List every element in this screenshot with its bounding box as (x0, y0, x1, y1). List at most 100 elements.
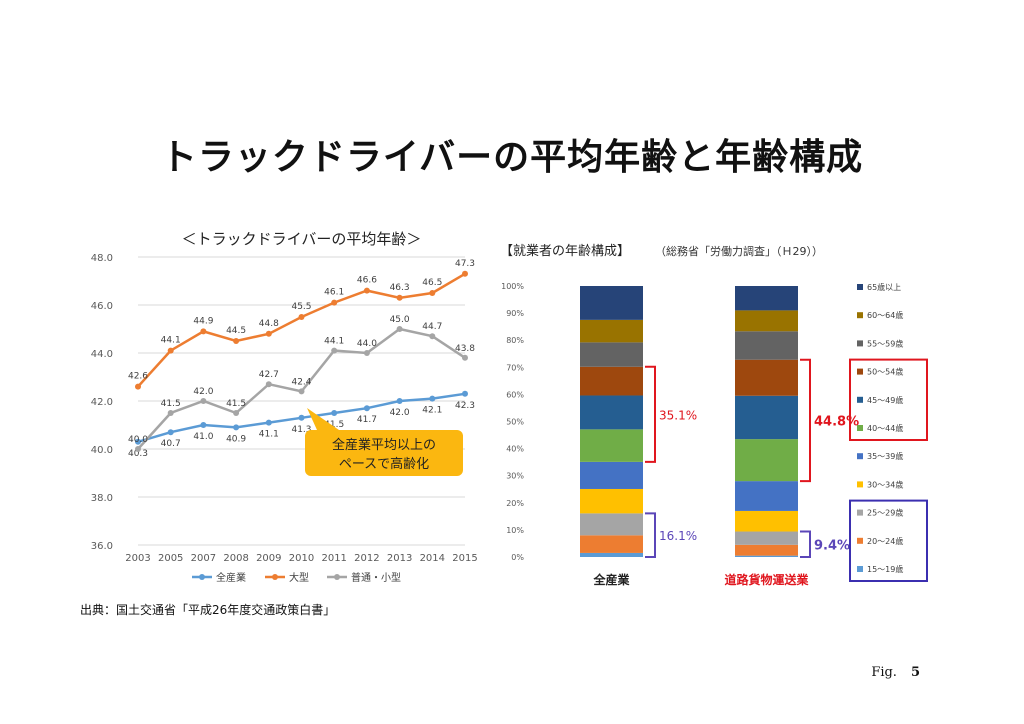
data-label: 41.5 (161, 399, 181, 409)
bar-segment-45～49歳 (735, 395, 798, 440)
stacked-bar-chart: 【就業者の年齢構成】 （総務省「労働力調査」（Ｈ29）） 0% 10% 20% 30% 40… (500, 243, 928, 587)
data-label: 42.1 (422, 406, 442, 416)
legend-label: 20～24歳 (867, 536, 903, 546)
x-tick-label: 2003 (125, 553, 150, 564)
data-point (298, 388, 305, 395)
bracket-label: 9.4% (814, 538, 850, 553)
data-label: 42.3 (455, 401, 475, 411)
fig-prefix: Fig. (871, 665, 897, 680)
y-tick-label: 0% (511, 553, 524, 562)
data-point (200, 398, 207, 404)
data-label: 43.8 (455, 344, 475, 354)
bar-segment-55～59歳 (735, 331, 798, 360)
legend-swatch (857, 368, 863, 375)
y-tick-label: 44.0 (91, 349, 113, 360)
legend-swatch (857, 312, 863, 319)
y-tick-label: 40% (506, 445, 524, 454)
data-point (265, 330, 272, 337)
legend-label: 40～44歳 (867, 423, 903, 433)
y-tick-label: 48.0 (91, 253, 113, 264)
callout-line-1: 全産業平均以上の (332, 437, 436, 453)
legend-label: 60～64歳 (867, 310, 903, 320)
bar-segment-30～34歳 (580, 488, 643, 514)
bar-segment-25～29歳 (580, 513, 643, 536)
bar-segment-35～39歳 (580, 461, 643, 489)
y-tick-label: 46.0 (91, 301, 113, 312)
legend-marker (199, 574, 205, 580)
legend-highlight-box (849, 499, 928, 583)
data-label: 40.7 (161, 439, 181, 449)
x-tick-label: 2013 (387, 553, 412, 564)
data-point (233, 410, 240, 416)
bracket (800, 358, 811, 483)
bar-segment-40～44歳 (735, 439, 798, 482)
line-chart: ＜トラックドライバーの平均年齢＞ 36.0 38.0 40.0 42.0 44.0 46.0… (80, 230, 478, 617)
bracket (645, 512, 656, 558)
legend-swatch (857, 340, 863, 347)
data-label: 40.9 (226, 434, 246, 444)
legend-label: 25～29歳 (867, 508, 903, 518)
legend-label: 35～39歳 (867, 451, 903, 461)
y-tick-label: 50% (506, 418, 524, 427)
bar-segment-60～64歳 (580, 319, 643, 343)
legend-swatch (857, 425, 863, 431)
data-point (462, 354, 468, 361)
source-note: 出典：国土交通省「平成26年度交通政策白書」 (80, 602, 335, 617)
data-point (200, 422, 207, 428)
data-point (363, 287, 370, 294)
data-point (233, 424, 240, 431)
x-tick-label: 2009 (256, 553, 281, 564)
bar-segment-15～19歳 (735, 555, 798, 557)
data-label: 46.1 (324, 288, 344, 298)
bar-segment-30～34歳 (735, 510, 798, 532)
bar-segment-20～24歳 (735, 544, 798, 556)
data-label: 46.3 (390, 283, 410, 293)
legend-highlight-box (849, 358, 928, 442)
bracket (645, 365, 656, 463)
legend-swatch (857, 509, 863, 516)
data-point (233, 338, 240, 344)
x-tick-label: 2014 (420, 553, 445, 564)
data-point (135, 438, 141, 445)
x-tick-label: 2015 (452, 553, 477, 564)
legend-swatch (857, 284, 863, 290)
bar-chart-title: 【就業者の年齢構成】 (500, 243, 630, 259)
x-tick-label: 2012 (354, 553, 379, 564)
data-point (135, 446, 141, 452)
legend-label: 大型 (289, 571, 309, 584)
legend-swatch (857, 537, 863, 544)
data-point (135, 383, 141, 390)
data-label: 41.3 (291, 425, 311, 435)
data-label: 44.9 (193, 316, 213, 326)
data-label: 44.0 (357, 339, 377, 349)
data-point (462, 390, 468, 397)
data-point (429, 290, 436, 296)
data-point (396, 294, 403, 301)
bar-segment-50～54歳 (735, 359, 798, 396)
legend-label: 30～34歳 (867, 479, 903, 489)
x-tick-label: 2010 (289, 553, 314, 564)
y-tick-label: 70% (506, 363, 524, 372)
legend-label: 全産業 (216, 571, 246, 584)
data-label: 44.8 (259, 319, 279, 329)
y-tick-label: 36.0 (91, 541, 113, 552)
x-tick-label: 2007 (191, 553, 216, 564)
legend-label: 65歳以上 (867, 282, 901, 292)
data-label: 41.5 (324, 420, 344, 430)
bracket-label: 44.8% (814, 414, 859, 429)
y-tick-label: 60% (506, 390, 524, 399)
y-tick-label: 42.0 (91, 397, 113, 408)
bar-segment-20～24歳 (580, 535, 643, 553)
data-point (298, 314, 305, 320)
data-point (331, 299, 338, 306)
data-label: 47.3 (455, 259, 475, 269)
data-label: 40.0 (128, 435, 148, 445)
series-line-大型 (137, 272, 466, 388)
y-tick-label: 30% (506, 472, 524, 481)
data-label: 41.0 (193, 432, 213, 442)
data-label: 42.4 (291, 377, 311, 387)
bar-segment-50～54歳 (580, 366, 643, 396)
y-tick-label: 20% (506, 499, 524, 508)
data-label: 44.7 (422, 322, 442, 332)
legend-label: 15～19歳 (867, 564, 903, 574)
